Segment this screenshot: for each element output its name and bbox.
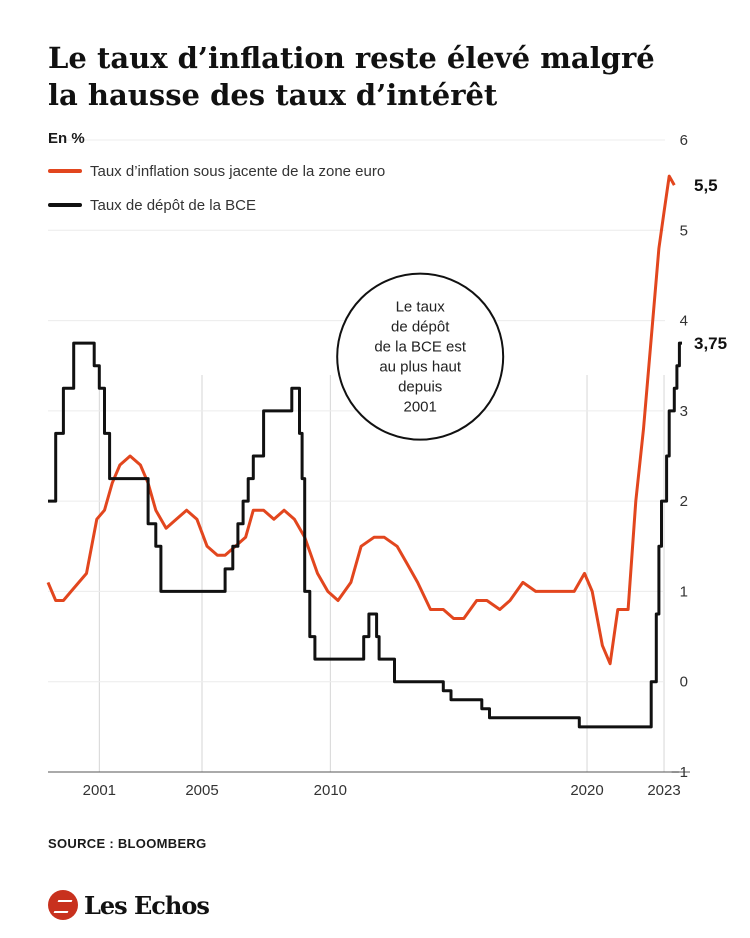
chart-title-line-1: Le taux d’inflation reste élevé malgré: [48, 41, 655, 75]
series-line-deposit-rate: [48, 341, 682, 729]
les-echos-logo-text: Les Echos: [84, 890, 210, 920]
unit-label: En %: [48, 130, 85, 147]
series-lines: [46, 174, 682, 729]
end-label-inflation: 5,5: [694, 176, 718, 195]
legend-swatch-deposit-rate: [48, 203, 82, 207]
x-tick-label-2005: 2005: [185, 782, 218, 799]
x-tick-label-2020: 2020: [570, 782, 603, 799]
y-tick-label-1: 1: [680, 583, 688, 600]
end-labels: 5,5 3,75: [694, 176, 727, 353]
legend-item-inflation: Taux d’inflation sous jacente de la zone…: [48, 154, 385, 188]
les-echos-logo: Les Echos: [48, 890, 210, 920]
y-axis-ticks: 6 5 4 3 2 1 0 −1: [671, 132, 688, 781]
x-tick-label-2023: 2023: [647, 782, 680, 799]
annotation-text-line-6: 2001: [403, 399, 436, 416]
y-tick-label-3: 3: [680, 403, 688, 420]
x-axis: 2001 2005 2010 2020 2023: [48, 771, 690, 799]
y-tick-label-6: 6: [680, 132, 688, 149]
end-label-deposit-rate: 3,75: [694, 334, 727, 353]
y-tick-label-4: 4: [680, 313, 688, 330]
x-tick-label-2010: 2010: [314, 782, 347, 799]
grid-lines: [48, 139, 665, 773]
x-tick-label-2001: 2001: [83, 782, 116, 799]
y-tick-label--1: −1: [671, 764, 688, 781]
annotation-bubble: Le taux de dépôt de la BCE est au plus haut…: [336, 272, 505, 441]
chart-title: Le taux d’inflation reste élevé malgré l…: [48, 40, 708, 114]
les-echos-logo-icon: [48, 890, 78, 920]
legend-swatch-inflation: [48, 169, 82, 173]
legend-label-deposit-rate: Taux de dépôt de la BCE: [90, 196, 256, 214]
annotation-text-line-1: Le taux: [396, 299, 446, 316]
legend: Taux d’inflation sous jacente de la zone…: [48, 154, 385, 222]
annotation-text-line-5: depuis: [398, 379, 442, 396]
annotation-circle: [336, 272, 505, 441]
y-tick-label-0: 0: [680, 674, 688, 691]
source-note: SOURCE : BLOOMBERG: [48, 836, 207, 851]
annotation-text-line-4: au plus haut: [379, 359, 462, 376]
annotation-text-line-3: de la BCE est: [374, 339, 467, 356]
chart-title-line-2: la hausse des taux d’intérêt: [48, 78, 498, 112]
legend-item-deposit-rate: Taux de dépôt de la BCE: [48, 188, 385, 222]
y-tick-label-2: 2: [680, 493, 688, 510]
annotation-text-line-2: de dépôt: [391, 319, 450, 336]
y-tick-label-5: 5: [680, 222, 688, 239]
series-line-inflation: [46, 174, 676, 666]
legend-label-inflation: Taux d’inflation sous jacente de la zone…: [90, 162, 386, 180]
